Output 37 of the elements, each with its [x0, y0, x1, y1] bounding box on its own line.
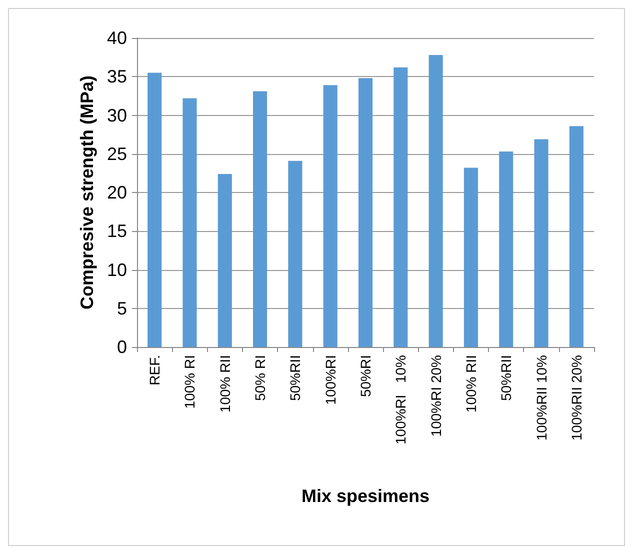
x-tick-label: 100%RII 20% — [568, 355, 584, 441]
bar — [288, 160, 302, 347]
bar — [428, 54, 443, 347]
x-tick-label: 100% RII — [216, 355, 233, 413]
x-tick-label: REF. — [146, 355, 163, 386]
y-tick-label: 25 — [106, 144, 127, 164]
x-tick-label: 100% RII — [462, 355, 479, 413]
y-tick-label: 40 — [106, 28, 127, 48]
y-axis-title: Compresive strength (MPa) — [77, 75, 98, 310]
x-tick-label: 50% RI — [252, 355, 268, 401]
y-tick-label: 35 — [106, 66, 127, 87]
bar — [148, 72, 162, 347]
x-tick-label: 100% RI — [182, 355, 198, 409]
y-tick-label: 0 — [116, 337, 127, 357]
bar — [464, 168, 478, 347]
bar — [569, 126, 584, 347]
x-axis-title: Mix spesimens — [301, 486, 430, 506]
y-tick-label: 5 — [116, 298, 127, 318]
bar — [394, 67, 408, 347]
bar — [323, 85, 338, 347]
bar — [182, 98, 197, 347]
x-tick-label: 50%RII — [287, 355, 304, 401]
bar — [253, 91, 268, 347]
bar — [218, 174, 232, 347]
x-tick-label: 50%RII — [498, 355, 514, 401]
bar — [499, 152, 514, 347]
x-tick-label: 100%RI 20% — [428, 355, 444, 437]
y-tick-label: 30 — [106, 105, 127, 126]
x-tick-label: 100%RI 10% — [392, 355, 409, 444]
x-tick-label: 50%RI — [358, 355, 374, 398]
bar — [534, 139, 548, 347]
bar — [358, 78, 373, 347]
x-tick-label: 100%RI — [322, 355, 338, 405]
y-tick-label: 15 — [106, 221, 127, 242]
y-tick-label: 20 — [106, 182, 127, 202]
x-tick-label: 100%RII 10% — [533, 355, 550, 441]
y-tick-label: 10 — [106, 260, 127, 280]
